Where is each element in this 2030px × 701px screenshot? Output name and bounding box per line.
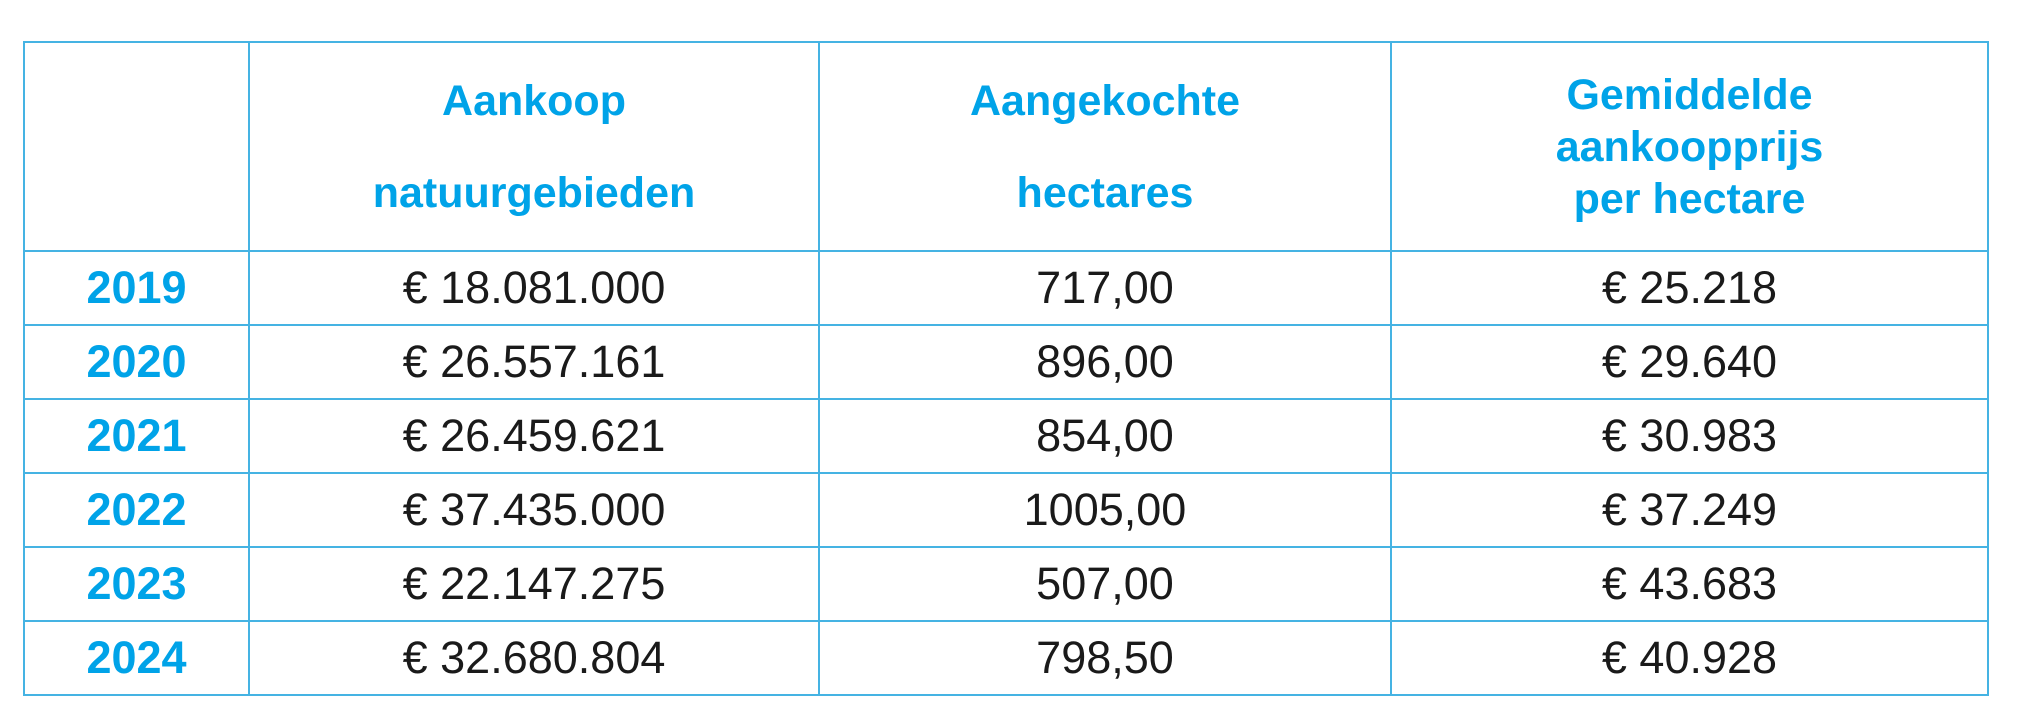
prijs-cell: € 30.983 xyxy=(1390,398,1989,474)
header-prijs-line-1: Gemiddelde xyxy=(1566,70,1813,119)
year-cell: 2024 xyxy=(23,620,250,696)
header-hectares-spacer xyxy=(820,127,1390,167)
header-hectares: Aangekochte hectares xyxy=(818,41,1392,252)
header-aankoop-spacer xyxy=(250,127,818,167)
hectares-cell: 717,00 xyxy=(818,250,1392,326)
header-aankoop: Aankoop natuurgebieden xyxy=(248,41,820,252)
table-row: 2024 € 32.680.804 798,50 € 40.928 xyxy=(23,620,1989,696)
header-prijs-line-3: per hectare xyxy=(1573,174,1806,223)
table-row: 2022 € 37.435.000 1005,00 € 37.249 xyxy=(23,472,1989,548)
data-table: Aankoop natuurgebieden Aangekochte hecta… xyxy=(23,41,1989,696)
year-cell: 2019 xyxy=(23,250,250,326)
year-cell: 2020 xyxy=(23,324,250,400)
hectares-cell: 1005,00 xyxy=(818,472,1392,548)
header-prijs-line-2: aankoopprijs xyxy=(1555,122,1824,171)
aankoop-cell: € 32.680.804 xyxy=(248,620,820,696)
hectares-cell: 854,00 xyxy=(818,398,1392,474)
header-hectares-line-2: hectares xyxy=(1016,168,1194,217)
aankoop-cell: € 22.147.275 xyxy=(248,546,820,622)
header-prijs: Gemiddelde aankoopprijs per hectare xyxy=(1390,41,1989,252)
table-row: 2023 € 22.147.275 507,00 € 43.683 xyxy=(23,546,1989,622)
table-row: 2020 € 26.557.161 896,00 € 29.640 xyxy=(23,324,1989,400)
aankoop-cell: € 18.081.000 xyxy=(248,250,820,326)
prijs-cell: € 40.928 xyxy=(1390,620,1989,696)
aankoop-cell: € 26.459.621 xyxy=(248,398,820,474)
year-cell: 2023 xyxy=(23,546,250,622)
table-row: 2019 € 18.081.000 717,00 € 25.218 xyxy=(23,250,1989,326)
hectares-cell: 896,00 xyxy=(818,324,1392,400)
header-aankoop-line-2: natuurgebieden xyxy=(372,168,696,217)
header-hectares-line-1: Aangekochte xyxy=(969,76,1240,125)
header-row: Aankoop natuurgebieden Aangekochte hecta… xyxy=(23,41,1989,252)
hectares-cell: 507,00 xyxy=(818,546,1392,622)
year-cell: 2022 xyxy=(23,472,250,548)
table-row: 2021 € 26.459.621 854,00 € 30.983 xyxy=(23,398,1989,474)
prijs-cell: € 37.249 xyxy=(1390,472,1989,548)
prijs-cell: € 29.640 xyxy=(1390,324,1989,400)
year-cell: 2021 xyxy=(23,398,250,474)
header-year xyxy=(23,41,250,252)
prijs-cell: € 43.683 xyxy=(1390,546,1989,622)
table-body: 2019 € 18.081.000 717,00 € 25.218 2020 € 26.5… xyxy=(23,250,1989,696)
hectares-cell: 798,50 xyxy=(818,620,1392,696)
aankoop-cell: € 37.435.000 xyxy=(248,472,820,548)
prijs-cell: € 25.218 xyxy=(1390,250,1989,326)
aankoop-cell: € 26.557.161 xyxy=(248,324,820,400)
header-aankoop-line-1: Aankoop xyxy=(442,76,626,125)
